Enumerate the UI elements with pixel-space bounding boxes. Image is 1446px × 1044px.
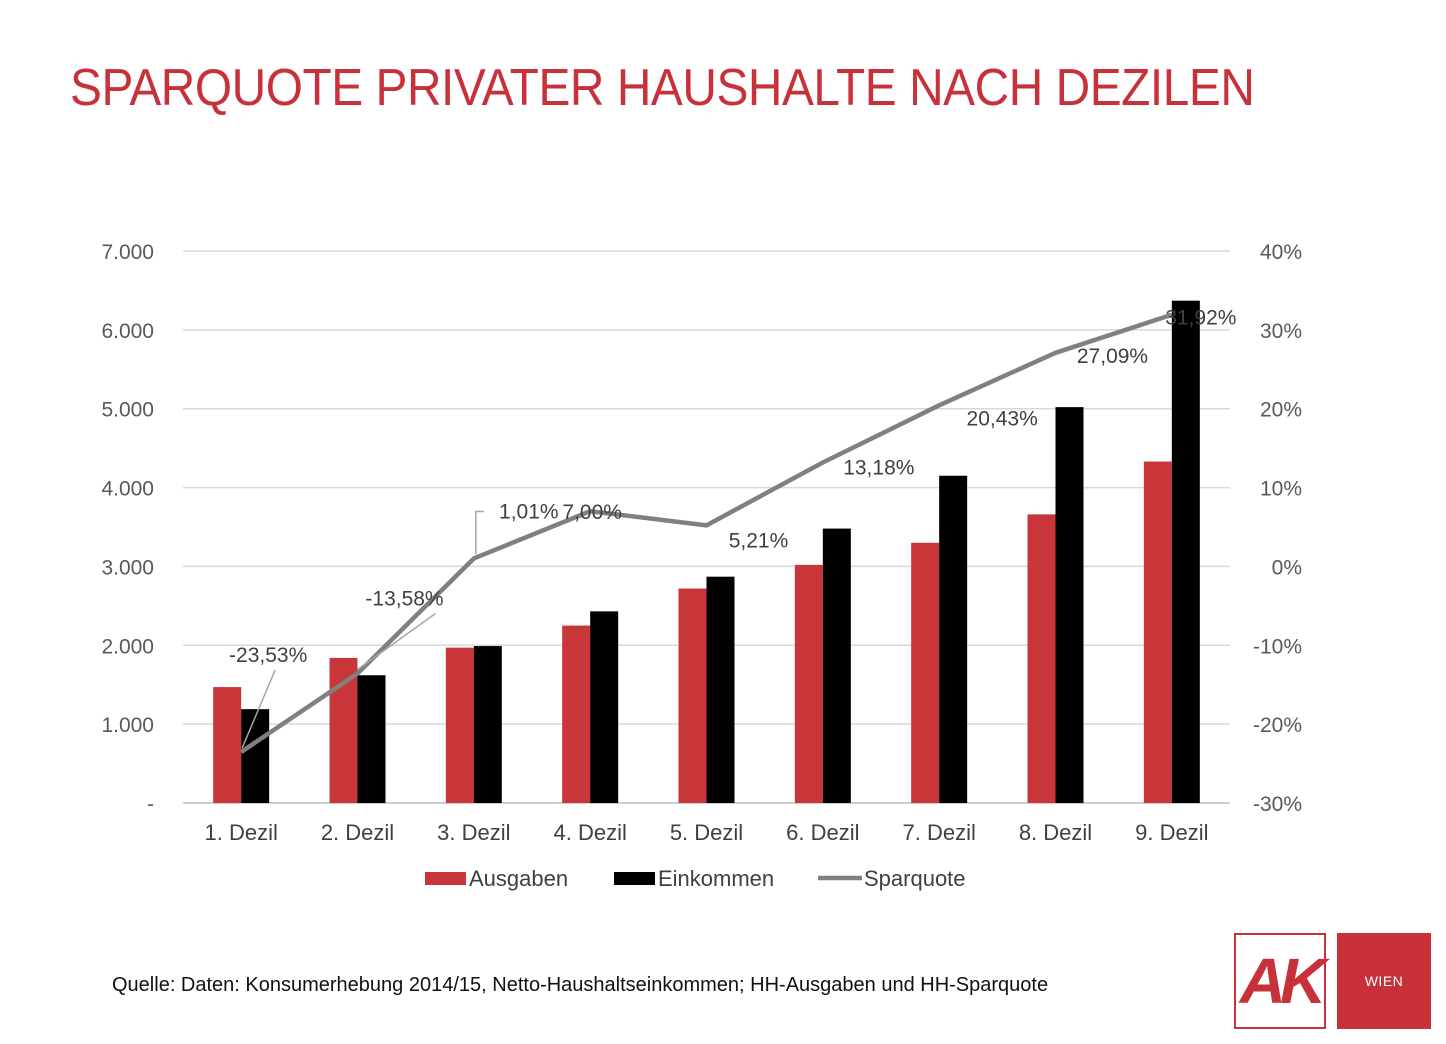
x-tick-label: 2. Dezil: [321, 820, 394, 845]
bar-ausgaben: [213, 687, 242, 803]
bar-einkommen: [473, 646, 502, 803]
bar-einkommen: [1171, 300, 1200, 803]
legend-swatch-ausgaben: [425, 872, 466, 885]
sparquote-data-label: 5,21%: [729, 529, 789, 552]
ak-logo-text: AK: [1239, 945, 1326, 1017]
y-left-tick-label: 3.000: [101, 556, 154, 579]
y-right-tick-label: 30%: [1260, 320, 1302, 343]
y-right-tick-label: -30%: [1253, 793, 1302, 816]
wien-logo-text: WIEN: [1364, 973, 1404, 989]
bar-ausgaben: [911, 542, 940, 803]
legend-label-ausgaben: Ausgaben: [469, 866, 568, 891]
bar-ausgaben: [678, 588, 707, 803]
bar-einkommen: [706, 576, 735, 803]
legend-label-sparquote: Sparquote: [864, 866, 966, 891]
y-left-tick-label: -: [147, 793, 154, 816]
axes: - 1.000 2.000 3.000 4.000 5.000 6.000 7.000 -30%…: [101, 241, 1302, 845]
bar-einkommen: [590, 611, 619, 803]
bar-einkommen: [939, 475, 968, 803]
sparquote-polyline: [239, 312, 1173, 754]
y-left-tick-label: 6.000: [101, 320, 154, 343]
bar-einkommen: [822, 528, 851, 803]
sparquote-data-label: 1,01%: [499, 500, 559, 523]
leader-line: [475, 510, 484, 555]
leader-line: [241, 669, 276, 749]
y-right-tick-label: 0%: [1272, 556, 1302, 579]
x-tick-label: 1. Dezil: [204, 820, 277, 845]
data-labels: -23,53% -13,58% 1,01% 7,00% 5,21% 13,18% 20,43…: [229, 307, 1236, 749]
sparquote-data-label: 13,18%: [843, 456, 914, 479]
y-left-tick-label: 4.000: [101, 478, 154, 501]
bar-ausgaben: [794, 564, 823, 803]
x-tick-label: 6. Dezil: [786, 820, 859, 845]
y-left-tick-label: 5.000: [101, 399, 154, 422]
legend: Ausgaben Einkommen Sparquote: [425, 866, 966, 891]
sparquote-chart: -23,53% -13,58% 1,01% 7,00% 5,21% 13,18% 20,43…: [101, 241, 1302, 891]
wien-logo: WIEN: [1337, 933, 1431, 1029]
sparquote-data-label: 20,43%: [967, 407, 1038, 430]
sparquote-data-label: 7,00%: [562, 501, 622, 524]
bar-ausgaben: [1027, 514, 1056, 803]
bar-ausgaben: [562, 625, 591, 803]
y-right-tick-label: 40%: [1260, 241, 1302, 264]
leader-line: [357, 612, 436, 671]
sparquote-data-label: 31,92%: [1165, 307, 1236, 330]
bar-ausgaben: [445, 647, 474, 803]
sparquote-data-label: -23,53%: [229, 644, 307, 667]
x-tick-label: 5. Dezil: [670, 820, 743, 845]
source-note: Quelle: Daten: Konsumerhebung 2014/15, N…: [112, 974, 1049, 996]
legend-label-einkommen: Einkommen: [658, 866, 774, 891]
bar-ausgaben: [329, 657, 358, 803]
sparquote-data-label: -13,58%: [365, 588, 443, 611]
x-tick-label: 7. Dezil: [902, 820, 975, 845]
legend-swatch-einkommen: [614, 872, 655, 885]
ak-logo: AK: [1234, 933, 1326, 1029]
y-left-tick-label: 1.000: [101, 714, 154, 737]
bars: [213, 300, 1200, 803]
sparquote-data-label: 27,09%: [1077, 345, 1148, 368]
bar-ausgaben: [1143, 461, 1172, 803]
sparquote-line: [239, 312, 1173, 754]
bar-einkommen: [241, 709, 270, 803]
page-title: SPARQUOTE PRIVATER HAUSHALTE NACH DEZILE…: [70, 59, 1255, 117]
y-left-tick-label: 7.000: [101, 241, 154, 264]
x-tick-label: 3. Dezil: [437, 820, 510, 845]
x-tick-label: 8. Dezil: [1019, 820, 1092, 845]
x-tick-label: 4. Dezil: [553, 820, 626, 845]
y-right-tick-label: 20%: [1260, 399, 1302, 422]
bar-einkommen: [1055, 407, 1084, 803]
y-right-tick-label: 10%: [1260, 478, 1302, 501]
y-right-tick-label: -10%: [1253, 635, 1302, 658]
y-left-tick-label: 2.000: [101, 635, 154, 658]
x-tick-label: 9. Dezil: [1135, 820, 1208, 845]
bar-einkommen: [357, 675, 386, 803]
y-right-tick-label: -20%: [1253, 714, 1302, 737]
